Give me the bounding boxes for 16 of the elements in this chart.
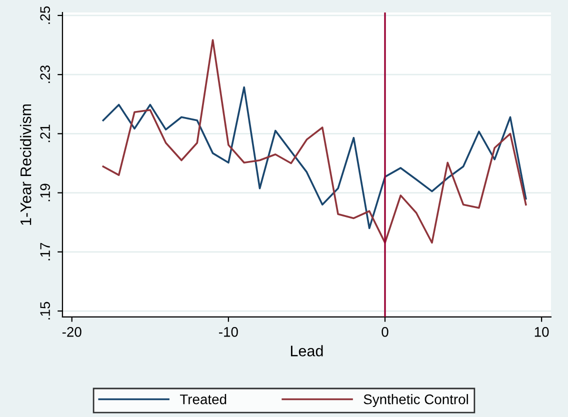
x-tick-label: 0	[382, 327, 388, 337]
line-series	[102, 39, 527, 244]
legend-label: Synthetic Control	[364, 394, 468, 407]
x-axis-title: Lead	[290, 345, 323, 356]
legend-label: Treated	[180, 394, 226, 404]
y-axis-title: 1-Year Recidivism	[20, 104, 32, 225]
x-tick-label: 10	[534, 327, 549, 337]
y-tick-label: .23	[40, 66, 50, 83]
y-tick-label: .19	[40, 184, 50, 202]
line-series	[102, 86, 527, 230]
y-tick-label: .25	[40, 6, 50, 24]
y-tick-label: .17	[40, 242, 50, 260]
y-tick-label: .21	[40, 124, 50, 142]
y-tick-label: .15	[40, 302, 50, 320]
x-tick-label: -10	[219, 327, 238, 337]
x-tick-label: -20	[62, 327, 82, 337]
